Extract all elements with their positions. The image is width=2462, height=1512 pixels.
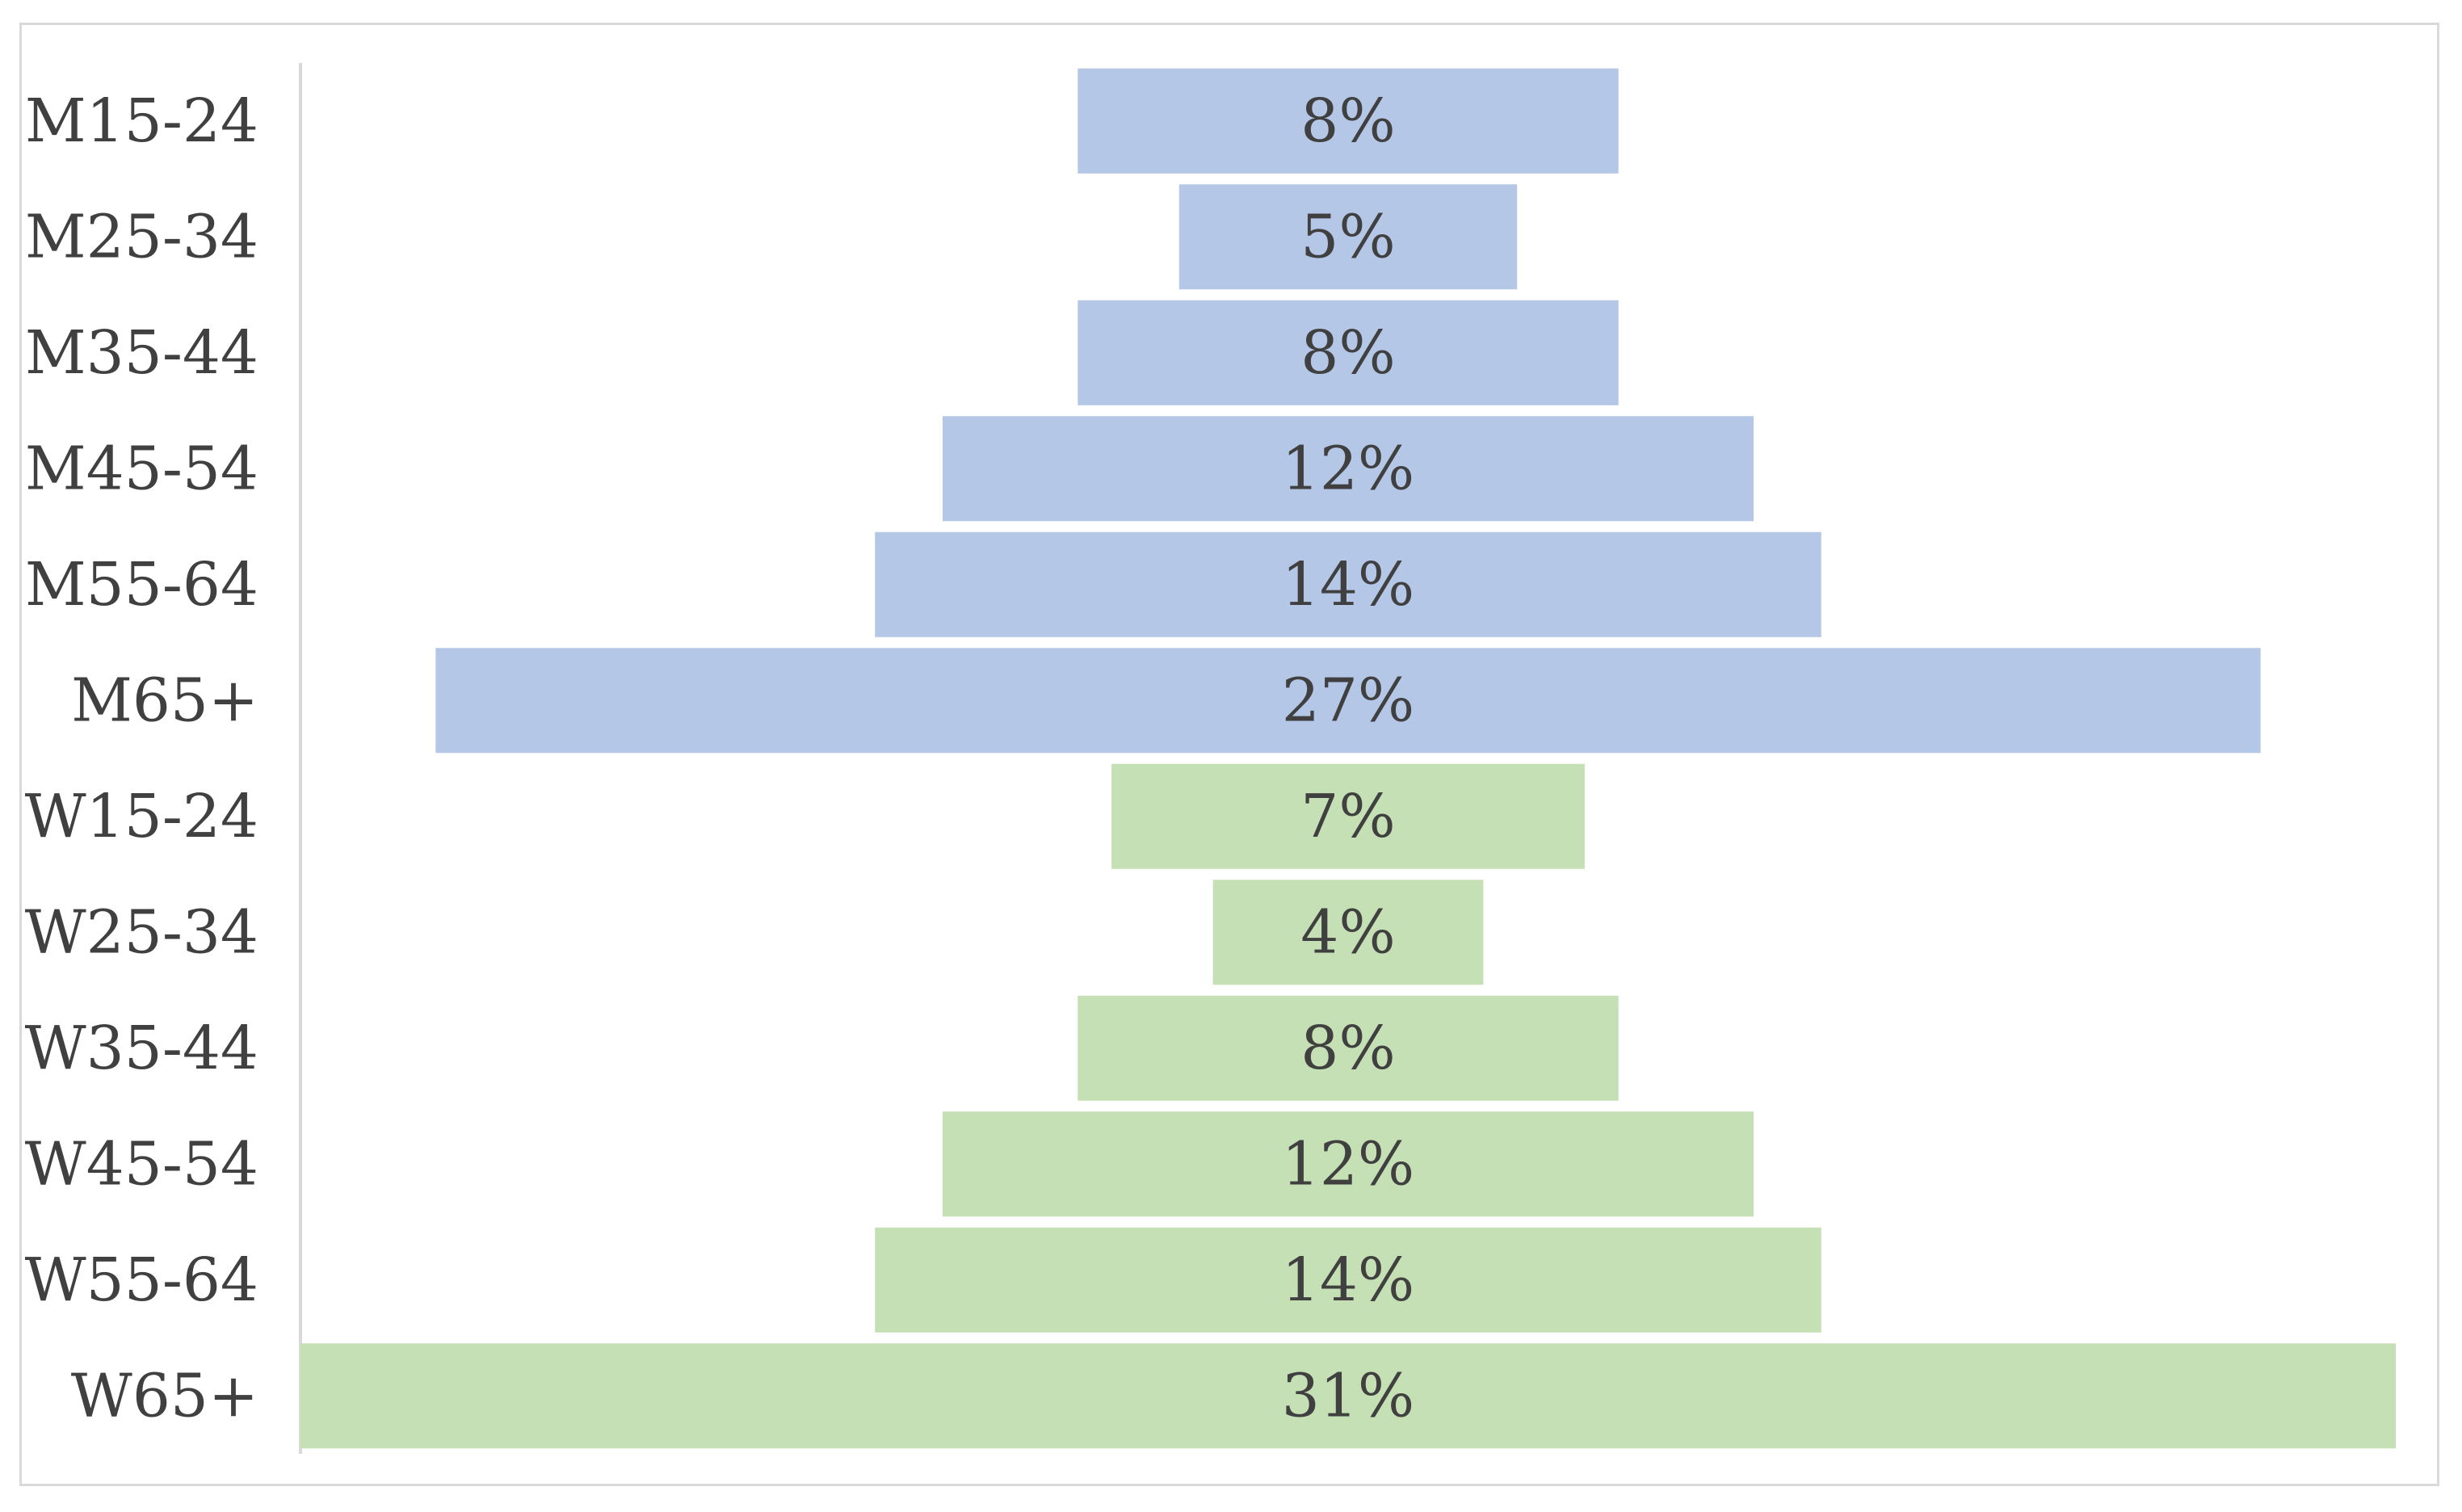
category-label-m15-24: M15-24 [25, 86, 258, 156]
category-label-w35-44: W35-44 [25, 1014, 258, 1083]
bar-m45-54 [942, 416, 1754, 522]
bar-w45-54 [942, 1111, 1754, 1217]
bar-w55-64 [875, 1227, 1821, 1333]
data-label-w55-64: 14% [1282, 1245, 1414, 1315]
category-label-m65-plus: M65+ [71, 666, 258, 735]
bar-w15-24 [1111, 763, 1585, 869]
data-label-m25-34: 5% [1300, 202, 1395, 271]
bar-m25-34 [1178, 184, 1518, 290]
data-label-m15-24: 8% [1300, 86, 1395, 156]
data-label-w45-54: 12% [1282, 1129, 1414, 1199]
data-label-w15-24: 7% [1300, 782, 1395, 851]
bar-m15-24 [1078, 68, 1619, 174]
data-label-w25-34: 4% [1300, 897, 1395, 967]
category-label-w65-plus: W65+ [71, 1361, 258, 1430]
category-label-m45-54: M45-54 [25, 434, 258, 503]
category-label-m55-64: M55-64 [25, 550, 258, 620]
data-label-m55-64: 14% [1282, 550, 1414, 620]
category-label-w55-64: W55-64 [25, 1245, 258, 1315]
category-label-m35-44: M35-44 [25, 318, 258, 388]
bar-w35-44 [1078, 995, 1619, 1101]
category-label-m25-34: M25-34 [25, 202, 258, 271]
bar-m65-plus [435, 648, 2261, 754]
data-label-m35-44: 8% [1300, 318, 1395, 388]
data-label-m45-54: 12% [1282, 434, 1414, 503]
bar-m35-44 [1078, 300, 1619, 405]
bar-m55-64 [875, 531, 1821, 637]
category-label-w15-24: W15-24 [25, 782, 258, 851]
data-label-w65-plus: 31% [1282, 1361, 1414, 1430]
data-label-m65-plus: 27% [1282, 666, 1414, 735]
bar-w25-34 [1212, 880, 1484, 985]
category-label-w25-34: W25-34 [25, 897, 258, 967]
bar-w65-plus [300, 1343, 2396, 1449]
category-label-w45-54: W45-54 [25, 1129, 258, 1199]
data-label-w35-44: 8% [1300, 1014, 1395, 1083]
